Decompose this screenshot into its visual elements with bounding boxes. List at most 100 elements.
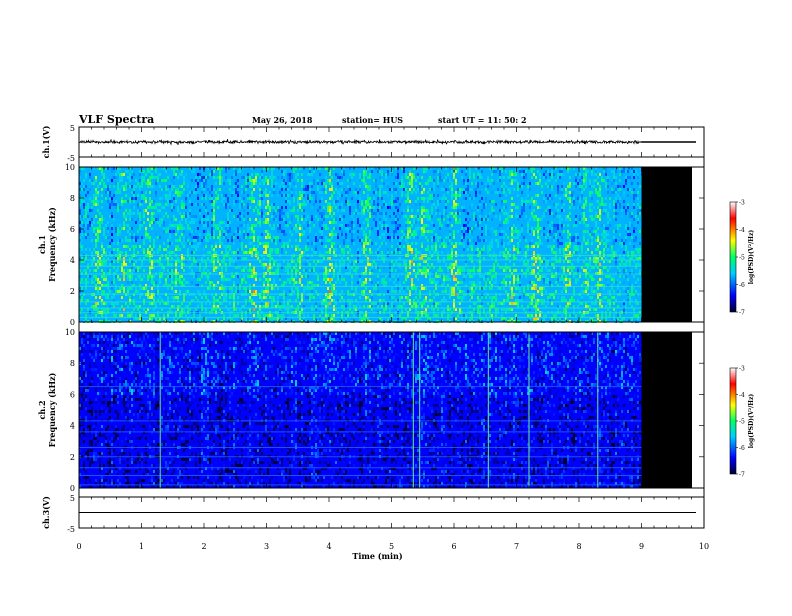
spectrogram-cell — [165, 170, 167, 173]
spectrogram-cell — [469, 185, 471, 188]
spectrogram-cell — [313, 170, 315, 173]
spectrogram-cell — [461, 290, 463, 293]
spectrogram-cell — [159, 275, 161, 278]
spectrogram-cell — [361, 239, 363, 242]
spectrogram-cell — [361, 200, 363, 203]
spectrogram-cell — [253, 248, 255, 251]
spectrogram-cell — [377, 170, 379, 173]
spectrogram-cell — [417, 218, 419, 221]
spectrogram-cell — [367, 209, 369, 212]
spectrogram-cell — [123, 287, 125, 290]
spectrogram-cell — [125, 188, 127, 191]
spectrogram-cell — [201, 287, 203, 290]
spectrogram-cell — [283, 194, 285, 197]
spectrogram-cell — [339, 224, 341, 227]
spectrogram-cell — [383, 281, 385, 284]
spectrogram-cell — [497, 191, 499, 194]
spectrogram-cell — [267, 212, 269, 215]
spectrogram-cell — [269, 233, 271, 236]
spectrogram-cell — [203, 221, 205, 224]
spectrogram-cell — [97, 281, 99, 284]
spectrogram-cell — [115, 248, 117, 251]
spectrogram-cell — [429, 215, 431, 218]
spectrogram-cell — [121, 287, 123, 290]
spectrogram-cell — [133, 245, 135, 248]
spectrogram-cell — [443, 245, 445, 248]
spectrogram-cell — [153, 200, 155, 203]
spectrogram-cell — [339, 179, 341, 182]
spectrogram-cell — [309, 287, 311, 290]
spectrogram-cell — [139, 209, 141, 212]
spectrogram-cell — [495, 296, 497, 299]
spectrogram-cell — [297, 173, 299, 176]
spectrogram-cell — [367, 218, 369, 221]
spectrogram-cell — [277, 194, 279, 197]
spectrogram-cell — [129, 200, 131, 203]
spectrogram-cell — [263, 221, 265, 224]
spectrogram-cell — [409, 245, 411, 248]
spectrogram-cell — [299, 236, 301, 239]
spectrogram-cell — [433, 314, 435, 317]
spectrogram-cell — [231, 236, 233, 239]
spectrogram-cell — [379, 194, 381, 197]
spectrogram-cell — [83, 179, 85, 182]
spectrogram-cell — [459, 221, 461, 224]
spectrogram-cell — [237, 296, 239, 299]
spectrogram-cell — [191, 269, 193, 272]
spectrogram-cell — [299, 239, 301, 242]
spectrogram-cell — [463, 275, 465, 278]
spectrogram-cell — [289, 239, 291, 242]
spectrogram-cell — [151, 302, 153, 305]
spectrogram-cell — [237, 191, 239, 194]
spectrogram-cell — [375, 191, 377, 194]
spectrogram-cell — [239, 230, 241, 233]
spectrogram-cell — [163, 179, 165, 182]
spectrogram-cell — [197, 242, 199, 245]
spectrogram-cell — [429, 239, 431, 242]
spectrogram-cell — [311, 287, 313, 290]
spectrogram-cell — [479, 221, 481, 224]
spectrogram-cell — [109, 290, 111, 293]
spectrogram-cell — [397, 242, 399, 245]
spectrogram-cell — [153, 239, 155, 242]
spectrogram-cell — [481, 248, 483, 251]
spectrogram-cell — [157, 287, 159, 290]
spectrogram-cell — [421, 233, 423, 236]
spectrogram-cell — [383, 227, 385, 230]
spectrogram-cell — [183, 182, 185, 185]
spectrogram-cell — [223, 221, 225, 224]
spectrogram-cell — [225, 206, 227, 209]
spectrogram-cell — [285, 269, 287, 272]
spectrogram-cell — [129, 212, 131, 215]
spectrogram-cell — [409, 179, 411, 182]
spectrogram-cell — [355, 206, 357, 209]
spectrogram-cell — [231, 191, 233, 194]
spectrogram-cell — [167, 227, 169, 230]
spectrogram-cell — [389, 239, 391, 242]
spectrogram-cell — [193, 230, 195, 233]
spectrogram-cell — [171, 296, 173, 299]
spectrogram-cell — [339, 206, 341, 209]
spectrogram-cell — [377, 248, 379, 251]
spectrogram-cell — [143, 275, 145, 278]
spectrogram-cell — [431, 203, 433, 206]
spectrogram-cell — [295, 173, 297, 176]
spectrogram-cell — [375, 275, 377, 278]
spectrogram-cell — [311, 185, 313, 188]
spectrogram-cell — [255, 176, 257, 179]
spectrogram-cell — [385, 224, 387, 227]
spectrogram-cell — [169, 275, 171, 278]
spectrogram-cell — [289, 179, 291, 182]
spectrogram-cell — [349, 212, 351, 215]
spectrogram-cell — [137, 239, 139, 242]
spectrogram-cell — [153, 302, 155, 305]
spectrogram-cell — [395, 206, 397, 209]
spectrogram-cell — [349, 200, 351, 203]
spectrogram-cell — [353, 224, 355, 227]
spectrogram-cell — [117, 248, 119, 251]
spectrogram-cell — [215, 269, 217, 272]
spectrogram-cell — [389, 188, 391, 191]
spectrogram-cell — [297, 248, 299, 251]
spectrogram-cell — [357, 221, 359, 224]
spectrogram-cell — [125, 251, 127, 254]
